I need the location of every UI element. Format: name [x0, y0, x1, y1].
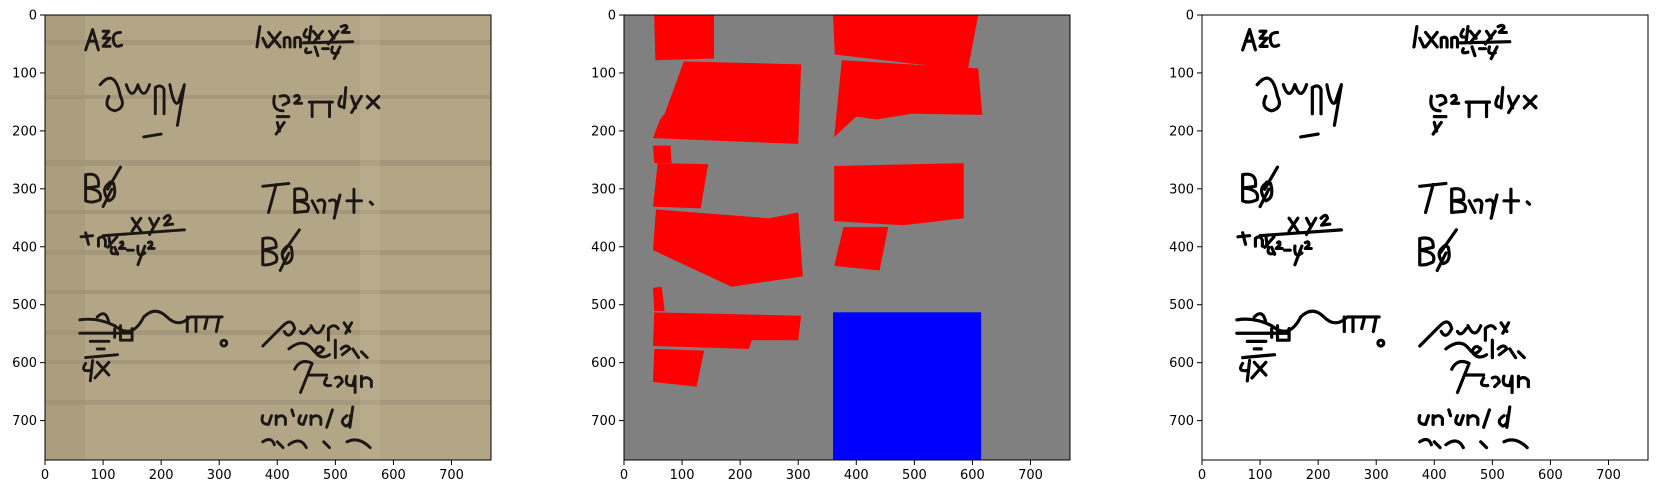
x-tick-label: 500 [1480, 468, 1505, 483]
y-tick-label: 0 [608, 9, 616, 24]
y-tick-label: 100 [12, 66, 37, 81]
x-tick-label: 0 [41, 468, 49, 483]
y-tick-label: 500 [591, 298, 616, 313]
y-tick-label: 400 [12, 240, 37, 255]
x-tick-label: 400 [265, 468, 290, 483]
x-tick-label: 100 [670, 468, 695, 483]
x-tick-label: 400 [1422, 468, 1447, 483]
x-tick-label: 600 [960, 468, 985, 483]
y-tick-label: 500 [1169, 298, 1194, 313]
x-tick-label: 0 [1198, 468, 1206, 483]
segmentation-mask-panel: 0 0 100 100 200 200 300 300 400 400 500 500 600 600 70… [591, 9, 1071, 483]
x-tick-label: 200 [149, 468, 174, 483]
x-tick-label: 700 [439, 468, 464, 483]
drawing-region [833, 312, 982, 460]
x-tick-label: 300 [786, 468, 811, 483]
x-tick-label: 200 [1306, 468, 1331, 483]
y-tick-label: 200 [1169, 124, 1194, 139]
y-tick-label: 700 [12, 414, 37, 429]
x-tick-label: 700 [1018, 468, 1043, 483]
text-regions [653, 15, 983, 387]
y-tick-label: 200 [12, 124, 37, 139]
x-tick-label: 400 [844, 468, 869, 483]
x-tick-label: 300 [207, 468, 232, 483]
y-tick-label: 400 [1169, 240, 1194, 255]
x-tick-label: 200 [728, 468, 753, 483]
x-tick-label: 500 [902, 468, 927, 483]
x-tick-label: 700 [1596, 468, 1621, 483]
y-tick-label: 300 [12, 182, 37, 197]
y-tick-label: 0 [29, 9, 37, 24]
y-tick-label: 0 [1186, 9, 1194, 24]
y-tick-label: 300 [591, 182, 616, 197]
y-tick-label: 600 [12, 356, 37, 371]
y-tick-label: 700 [591, 414, 616, 429]
x-tick-label: 100 [1248, 468, 1273, 483]
original-image-panel: 0 0 100 100 200 200 300 300 400 400 500 500 600 600 70… [12, 9, 492, 483]
x-tick-label: 100 [91, 468, 116, 483]
y-tick-label: 100 [1169, 66, 1194, 81]
y-tick-label: 500 [12, 298, 37, 313]
x-tick-label: 500 [323, 468, 348, 483]
y-tick-label: 100 [591, 66, 616, 81]
binarized-image-panel: 0 0 100 100 200 200 300 300 400 400 500 500 600 600 70… [1169, 9, 1649, 483]
x-tick-label: 600 [1538, 468, 1563, 483]
y-tick-label: 300 [1169, 182, 1194, 197]
y-tick-label: 200 [591, 124, 616, 139]
x-tick-label: 0 [620, 468, 628, 483]
y-tick-label: 400 [591, 240, 616, 255]
x-tick-label: 600 [381, 468, 406, 483]
y-tick-label: 700 [1169, 414, 1194, 429]
y-tick-label: 600 [1169, 356, 1194, 371]
x-tick-label: 300 [1364, 468, 1389, 483]
y-tick-label: 600 [591, 356, 616, 371]
